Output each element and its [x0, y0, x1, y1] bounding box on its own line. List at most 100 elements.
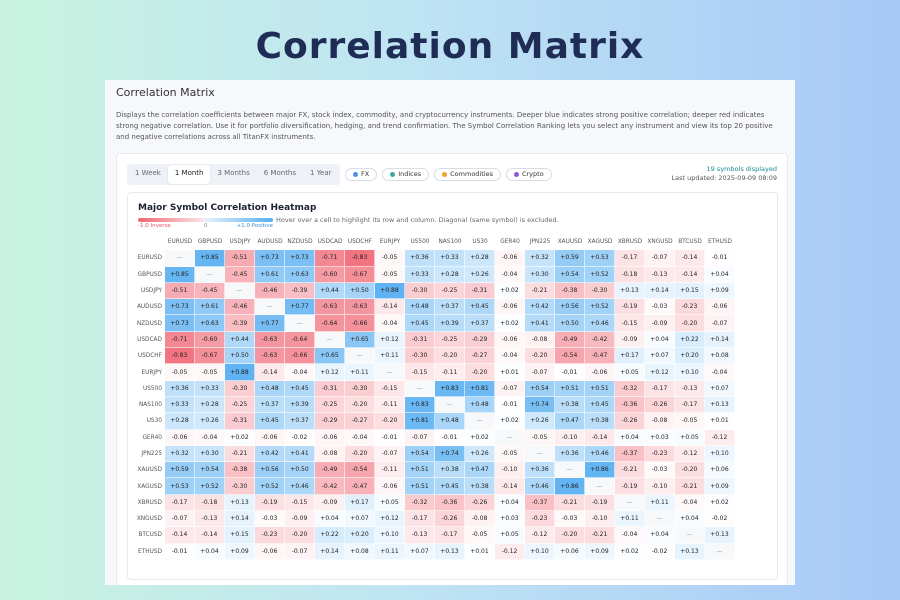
correlation-cell[interactable]: +0.07 — [405, 543, 435, 560]
correlation-cell[interactable]: -0.15 — [615, 315, 645, 332]
correlation-cell[interactable]: +0.36 — [525, 462, 555, 479]
correlation-cell[interactable]: -0.05 — [465, 527, 495, 544]
correlation-cell[interactable]: — — [405, 380, 435, 397]
correlation-cell[interactable]: -0.71 — [165, 331, 195, 349]
correlation-cell[interactable]: +0.46 — [285, 478, 315, 495]
correlation-cell[interactable]: -0.37 — [615, 445, 645, 463]
correlation-cell[interactable]: -0.25 — [435, 282, 465, 300]
correlation-cell[interactable]: -0.09 — [315, 494, 345, 512]
correlation-cell[interactable]: -0.31 — [465, 282, 495, 300]
correlation-cell[interactable]: +0.33 — [435, 250, 465, 267]
correlation-cell[interactable]: +0.14 — [315, 543, 345, 560]
correlation-cell[interactable]: -0.49 — [555, 331, 585, 349]
correlation-cell[interactable]: -0.04 — [495, 348, 525, 365]
correlation-cell[interactable]: -0.23 — [525, 511, 555, 528]
correlation-cell[interactable]: +0.12 — [375, 331, 405, 349]
correlation-cell[interactable]: -0.06 — [585, 364, 615, 381]
correlation-cell[interactable]: +0.38 — [555, 396, 585, 414]
correlation-cell[interactable]: -0.20 — [465, 364, 495, 381]
correlation-cell[interactable]: -0.17 — [645, 380, 675, 397]
correlation-cell[interactable]: +0.45 — [435, 478, 465, 495]
correlation-cell[interactable]: +0.28 — [465, 250, 495, 267]
correlation-cell[interactable]: -0.03 — [645, 299, 675, 316]
correlation-cell[interactable]: -0.13 — [405, 527, 435, 544]
correlation-cell[interactable]: -0.02 — [285, 429, 315, 446]
correlation-cell[interactable]: -0.32 — [405, 494, 435, 512]
correlation-cell[interactable]: -0.06 — [495, 250, 525, 267]
correlation-cell[interactable]: +0.44 — [315, 282, 345, 300]
filter-crypto[interactable]: Crypto — [505, 168, 552, 181]
correlation-cell[interactable]: +0.20 — [345, 527, 375, 544]
correlation-cell[interactable]: +0.04 — [195, 543, 225, 560]
correlation-cell[interactable]: -0.01 — [705, 250, 735, 267]
correlation-cell[interactable]: -0.21 — [615, 462, 645, 479]
correlation-cell[interactable]: -0.14 — [195, 527, 225, 544]
correlation-cell[interactable]: +0.51 — [585, 380, 615, 397]
correlation-cell[interactable]: +0.36 — [555, 445, 585, 463]
correlation-cell[interactable]: -0.71 — [315, 250, 345, 267]
correlation-cell[interactable]: -0.15 — [405, 364, 435, 381]
correlation-cell[interactable]: -0.21 — [225, 445, 255, 463]
correlation-cell[interactable]: +0.47 — [555, 413, 585, 430]
correlation-cell[interactable]: — — [495, 429, 525, 446]
correlation-cell[interactable]: — — [315, 331, 345, 349]
correlation-cell[interactable]: -0.07 — [165, 511, 195, 528]
correlation-cell[interactable]: +0.01 — [465, 543, 495, 560]
correlation-cell[interactable]: +0.02 — [465, 429, 495, 446]
correlation-cell[interactable]: -0.39 — [225, 315, 255, 332]
correlation-cell[interactable]: -0.64 — [285, 331, 315, 349]
correlation-cell[interactable]: -0.02 — [705, 511, 735, 528]
correlation-cell[interactable]: +0.28 — [435, 266, 465, 283]
correlation-cell[interactable]: +0.38 — [585, 413, 615, 430]
correlation-cell[interactable]: -0.17 — [675, 396, 705, 414]
correlation-cell[interactable]: -0.15 — [375, 380, 405, 397]
correlation-cell[interactable]: -0.23 — [645, 445, 675, 463]
correlation-cell[interactable]: +0.86 — [555, 478, 585, 495]
correlation-cell[interactable]: +0.39 — [435, 315, 465, 332]
correlation-cell[interactable]: -0.14 — [675, 250, 705, 267]
correlation-cell[interactable]: -0.30 — [405, 348, 435, 365]
correlation-cell[interactable]: +0.74 — [435, 445, 465, 463]
correlation-cell[interactable]: -0.20 — [555, 527, 585, 544]
correlation-cell[interactable]: -0.06 — [165, 429, 195, 446]
correlation-cell[interactable]: +0.41 — [285, 445, 315, 463]
correlation-cell[interactable]: +0.02 — [615, 543, 645, 560]
correlation-cell[interactable]: +0.09 — [705, 478, 735, 495]
correlation-cell[interactable]: +0.37 — [435, 299, 465, 316]
correlation-cell[interactable]: +0.07 — [705, 380, 735, 397]
tab-1-week[interactable]: 1 Week — [135, 169, 161, 177]
correlation-cell[interactable]: +0.04 — [315, 511, 345, 528]
correlation-cell[interactable]: +0.32 — [165, 445, 195, 463]
correlation-cell[interactable]: +0.54 — [525, 380, 555, 397]
correlation-cell[interactable]: — — [465, 413, 495, 430]
correlation-cell[interactable]: — — [255, 299, 285, 316]
correlation-cell[interactable]: -0.01 — [555, 364, 585, 381]
filter-commodities[interactable]: Commodities — [434, 168, 501, 181]
correlation-cell[interactable]: — — [525, 445, 555, 463]
correlation-cell[interactable]: -0.03 — [645, 462, 675, 479]
correlation-cell[interactable]: +0.73 — [165, 315, 195, 332]
correlation-cell[interactable]: -0.09 — [285, 511, 315, 528]
correlation-cell[interactable]: -0.51 — [225, 250, 255, 267]
correlation-cell[interactable]: -0.83 — [345, 250, 375, 267]
correlation-cell[interactable]: +0.09 — [585, 543, 615, 560]
correlation-cell[interactable]: +0.04 — [615, 429, 645, 446]
correlation-cell[interactable]: +0.05 — [375, 494, 405, 512]
tab-6-months[interactable]: 6 Months — [263, 169, 297, 177]
correlation-cell[interactable]: +0.61 — [195, 299, 225, 316]
correlation-cell[interactable]: -0.04 — [495, 266, 525, 283]
correlation-cell[interactable]: +0.33 — [195, 380, 225, 397]
correlation-cell[interactable]: +0.36 — [405, 250, 435, 267]
correlation-cell[interactable]: -0.05 — [195, 364, 225, 381]
correlation-cell[interactable]: -0.07 — [705, 315, 735, 332]
correlation-cell[interactable]: -0.11 — [435, 364, 465, 381]
correlation-cell[interactable]: +0.37 — [465, 315, 495, 332]
correlation-cell[interactable]: +0.59 — [165, 462, 195, 479]
correlation-cell[interactable]: -0.08 — [315, 445, 345, 463]
correlation-cell[interactable]: -0.30 — [405, 282, 435, 300]
correlation-cell[interactable]: +0.33 — [405, 266, 435, 283]
correlation-cell[interactable]: -0.07 — [375, 445, 405, 463]
correlation-cell[interactable]: -0.05 — [525, 429, 555, 446]
correlation-cell[interactable]: +0.44 — [225, 331, 255, 349]
correlation-cell[interactable]: -0.26 — [615, 413, 645, 430]
